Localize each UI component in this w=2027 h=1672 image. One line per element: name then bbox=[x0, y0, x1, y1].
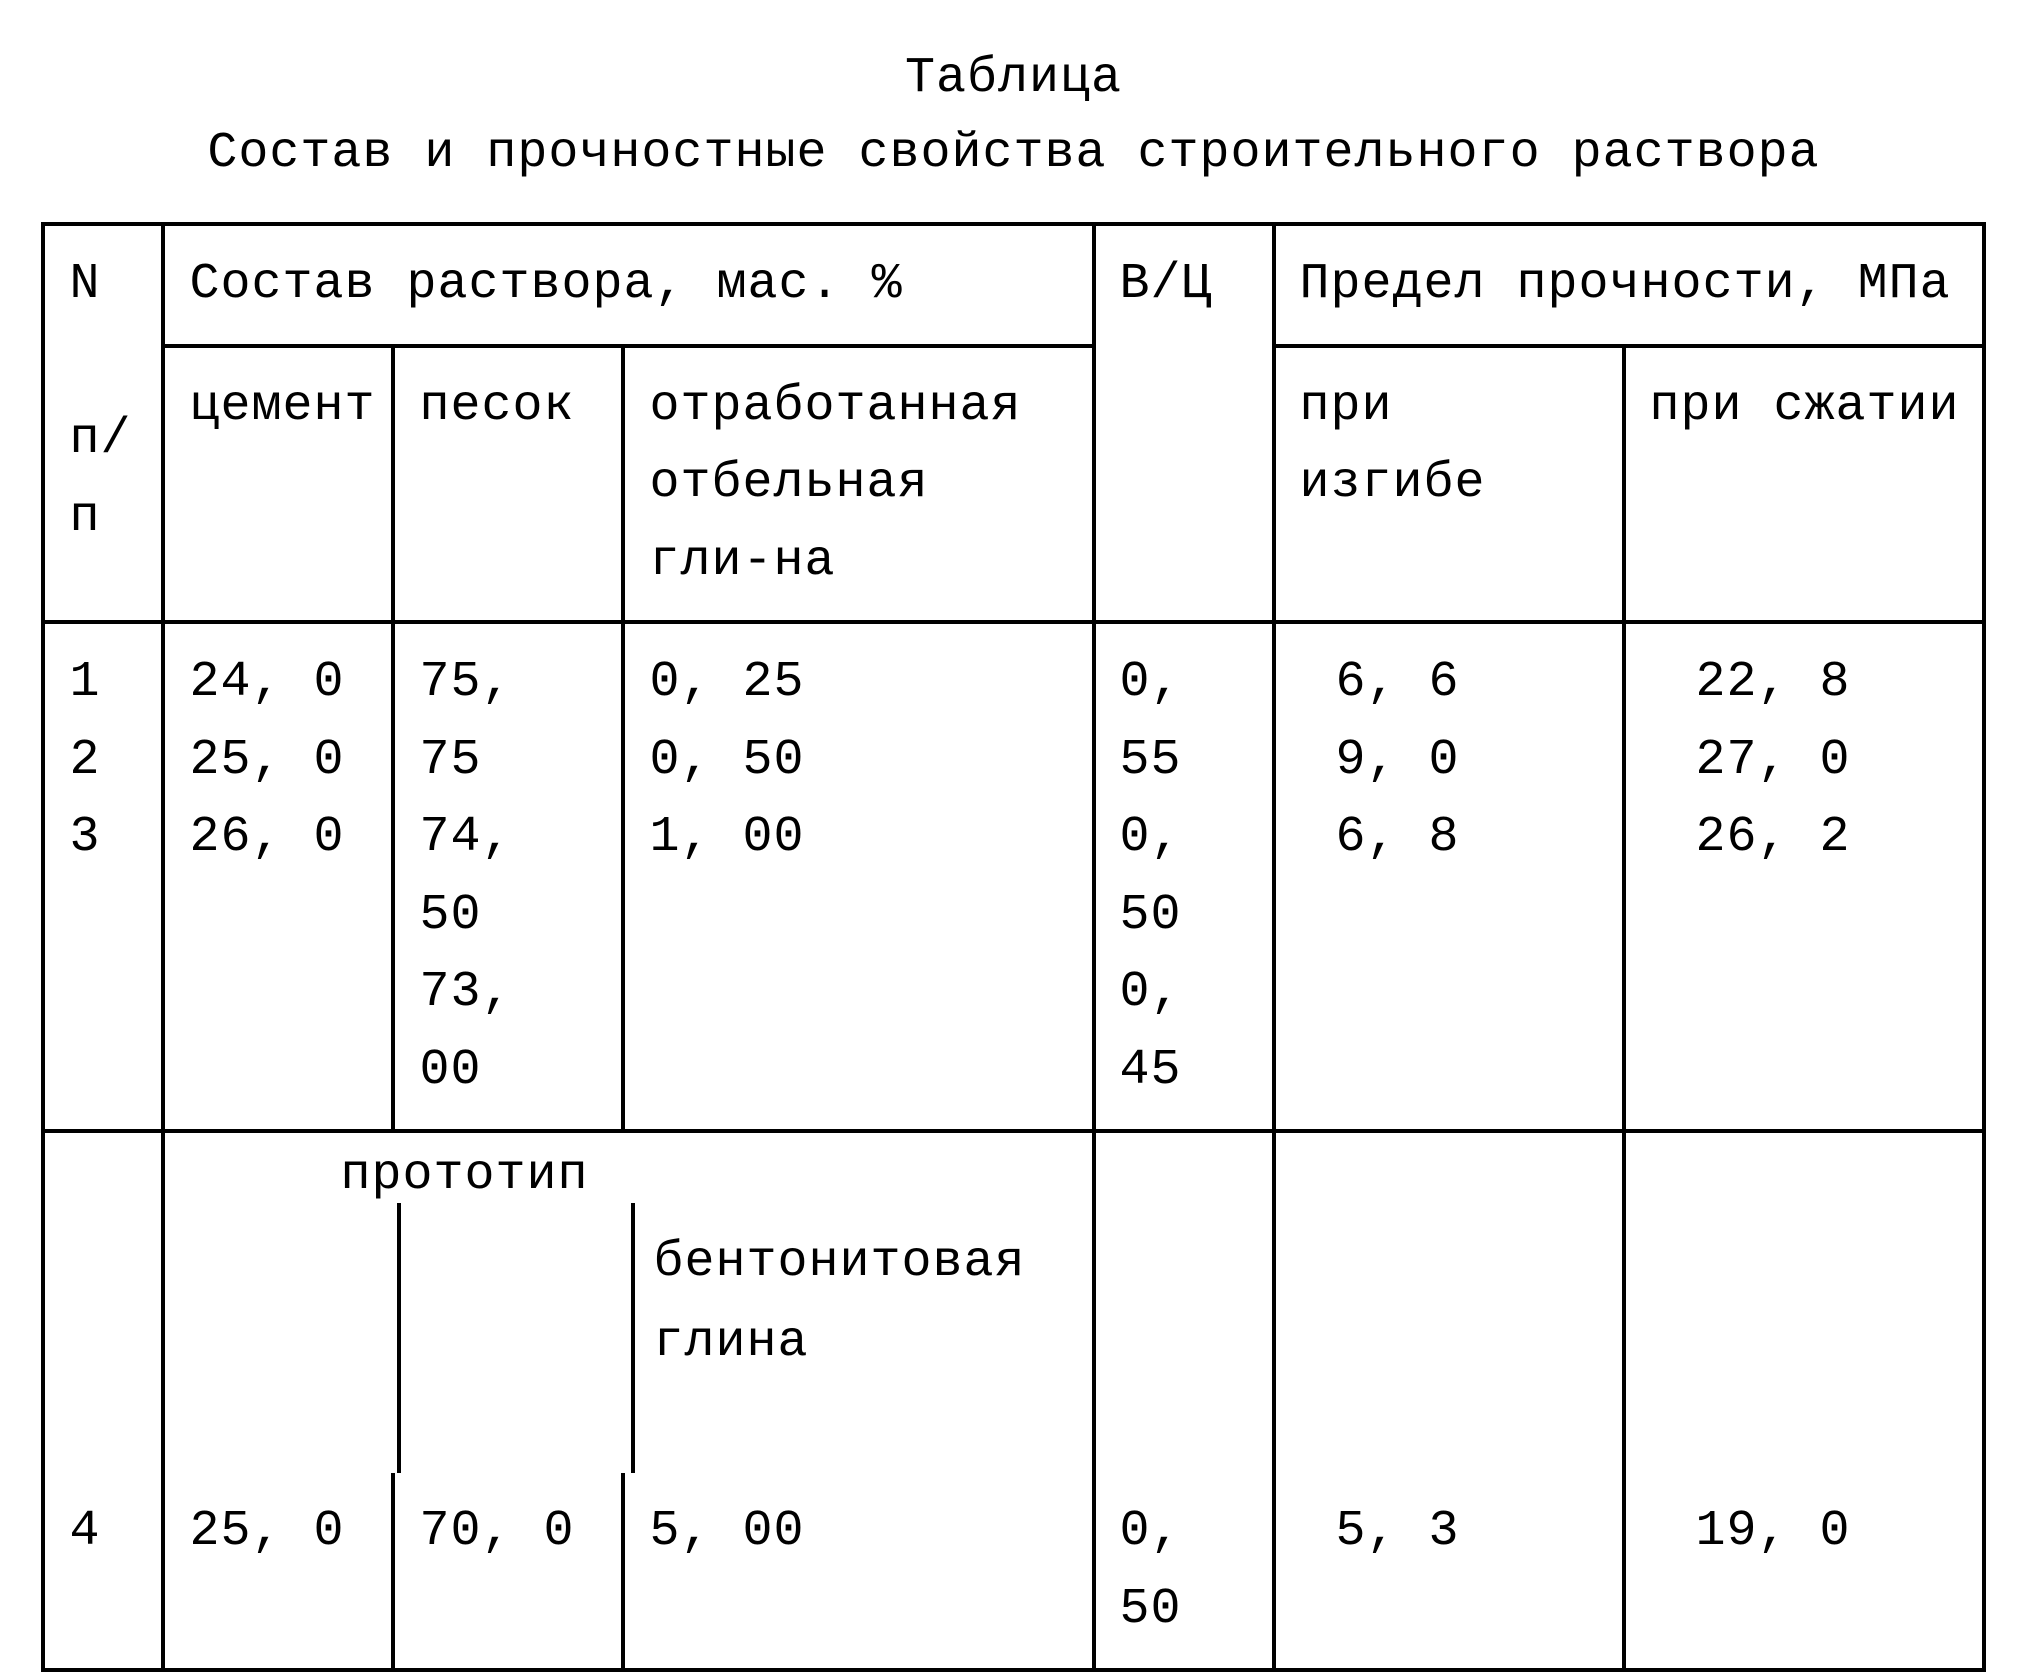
prototype-wrap: прототип бентонитовая глина bbox=[165, 1133, 1091, 1473]
prototype-block: прототип бентонитовая глина bbox=[163, 1131, 1093, 1473]
cell-value: 1 bbox=[69, 654, 100, 711]
cell-value: 26, 2 bbox=[1696, 809, 1851, 866]
cell-compression: 19, 0 bbox=[1624, 1473, 1984, 1670]
cell-value: 75, 75 bbox=[419, 654, 512, 789]
cell-empty bbox=[43, 1131, 163, 1473]
cell-value: 0, 50 bbox=[649, 732, 804, 789]
header-spent-clay: отработанная отбельная гли-на bbox=[623, 346, 1093, 623]
header-strength-group: Предел прочности, МПа bbox=[1274, 224, 1984, 346]
cell-value: 6, 8 bbox=[1336, 809, 1460, 866]
header-composition-group: Состав раствора, мас. % bbox=[163, 224, 1093, 346]
cell-bending: 6, 6 9, 0 6, 8 bbox=[1274, 622, 1624, 1131]
cell-value: 0, 50 bbox=[1120, 809, 1182, 944]
header-compression: при сжатии bbox=[1624, 346, 1984, 623]
table-row: 4 25, 0 70, 0 5, 00 0, 50 5, 3 19, 0 bbox=[43, 1473, 1983, 1670]
cell-empty bbox=[1624, 1131, 1984, 1473]
cell-bending: 5, 3 bbox=[1274, 1473, 1624, 1670]
cell-value: 6, 6 bbox=[1336, 654, 1460, 711]
cell-n: 4 bbox=[43, 1473, 163, 1670]
cell-value: 3 bbox=[69, 809, 100, 866]
cell-value: 26, 0 bbox=[189, 809, 344, 866]
header-sand: песок bbox=[393, 346, 623, 623]
cell-value: 0, 45 bbox=[1120, 964, 1182, 1099]
header-bending: при изгибе bbox=[1274, 346, 1624, 623]
cell-vc: 0, 55 0, 50 0, 45 bbox=[1094, 622, 1274, 1131]
table-label: Таблица bbox=[40, 50, 1987, 107]
cell-value: 0, 25 bbox=[649, 654, 804, 711]
table-header-row-2: цемент песок отработанная отбельная гли-… bbox=[43, 346, 1983, 623]
vertical-divider bbox=[631, 1203, 635, 1473]
text: бентонитовая bbox=[653, 1234, 1025, 1291]
cell-empty bbox=[1094, 1131, 1274, 1473]
header-cement: цемент bbox=[163, 346, 393, 623]
header-n-top: N bbox=[69, 256, 100, 313]
cell-cement: 25, 0 bbox=[163, 1473, 393, 1670]
cell-sand: 75, 75 74, 50 73, 00 bbox=[393, 622, 623, 1131]
table-title: Состав и прочностные свойства строительн… bbox=[40, 125, 1987, 182]
cell-value: 74, 50 bbox=[419, 809, 512, 944]
cell-sand: 70, 0 bbox=[393, 1473, 623, 1670]
cell-value: 27, 0 bbox=[1696, 732, 1851, 789]
page: Таблица Состав и прочностные свойства ст… bbox=[0, 0, 2027, 1553]
cell-value: 0, 55 bbox=[1120, 654, 1182, 789]
text: глина bbox=[653, 1314, 808, 1371]
cell-value: 25, 0 bbox=[189, 732, 344, 789]
cell-clay: 0, 25 0, 50 1, 00 bbox=[623, 622, 1093, 1131]
table-header-row-1: N п/п Состав раствора, мас. % В/Ц Предел… bbox=[43, 224, 1983, 346]
cell-value: 2 bbox=[69, 732, 100, 789]
header-vc: В/Ц bbox=[1094, 224, 1274, 622]
cell-value: 22, 8 bbox=[1696, 654, 1851, 711]
prototype-label: прототип bbox=[340, 1137, 588, 1215]
prototype-label-row: прототип бентонитовая глина bbox=[43, 1131, 1983, 1473]
cell-n: 1 2 3 bbox=[43, 622, 163, 1131]
cell-vc: 0, 50 bbox=[1094, 1473, 1274, 1670]
header-n: N п/п bbox=[43, 224, 163, 622]
cell-value: 24, 0 bbox=[189, 654, 344, 711]
table-row: 1 2 3 24, 0 25, 0 26, 0 75, 75 74, 50 73… bbox=[43, 622, 1983, 1131]
cell-cement: 24, 0 25, 0 26, 0 bbox=[163, 622, 393, 1131]
prototype-clay-label: бентонитовая глина bbox=[653, 1223, 1025, 1383]
cell-value: 1, 00 bbox=[649, 809, 804, 866]
cell-value: 9, 0 bbox=[1336, 732, 1460, 789]
cell-value: 73, 00 bbox=[419, 964, 512, 1099]
data-table: N п/п Состав раствора, мас. % В/Ц Предел… bbox=[41, 222, 1985, 1672]
cell-compression: 22, 8 27, 0 26, 2 bbox=[1624, 622, 1984, 1131]
cell-empty bbox=[1274, 1131, 1624, 1473]
header-n-bottom: п/п bbox=[69, 411, 131, 546]
vertical-divider bbox=[397, 1203, 401, 1473]
cell-clay: 5, 00 bbox=[623, 1473, 1093, 1670]
